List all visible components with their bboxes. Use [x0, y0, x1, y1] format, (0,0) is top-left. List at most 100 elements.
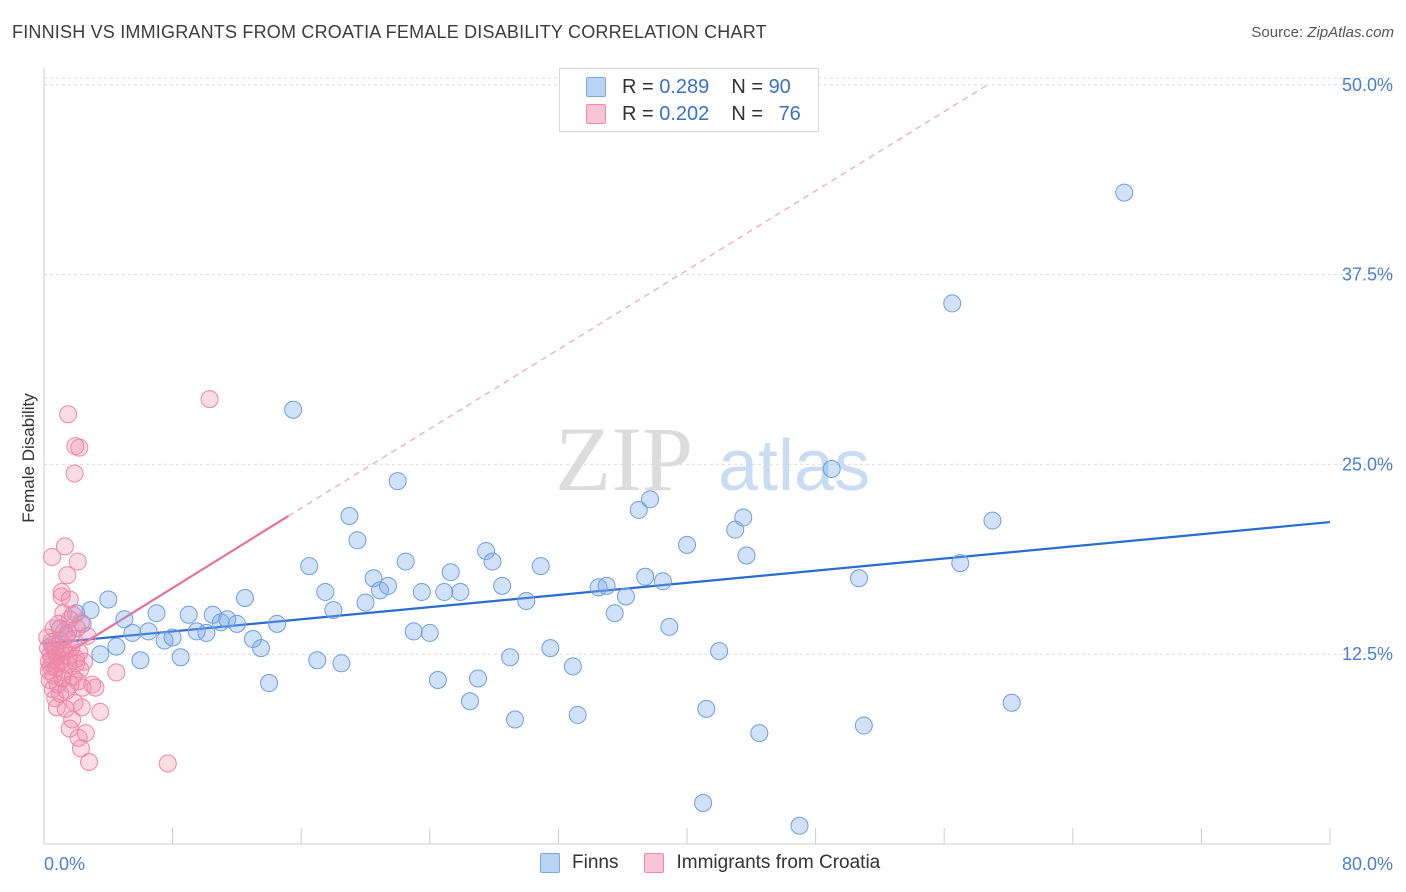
finns-point	[123, 623, 142, 642]
finns-point	[493, 576, 512, 595]
finns-point	[597, 576, 616, 595]
croatia-point	[76, 724, 95, 743]
finns-n-label: N =	[731, 75, 769, 98]
trend-lines	[43, 84, 1331, 669]
gridlines	[44, 77, 1392, 655]
finns-r-value: 0.289	[659, 75, 710, 98]
finns-point	[227, 614, 246, 633]
legend-item-croatia: Immigrants from Croatia	[644, 852, 880, 874]
finns-point	[951, 554, 970, 573]
finns-point	[147, 604, 166, 623]
y-tick-label: 37.5%	[1342, 265, 1393, 285]
finns-point	[568, 705, 587, 724]
croatia-legend-swatch	[644, 853, 665, 873]
finns-n-value: 90	[768, 75, 791, 98]
finns-point	[260, 674, 279, 693]
watermark-atlas: atlas	[718, 426, 870, 506]
finns-point	[300, 557, 319, 576]
croatia-n-value: 76	[778, 102, 801, 125]
legend-row-finns: R = 0.289 N = 90	[586, 74, 791, 100]
finns-point	[428, 671, 447, 690]
finns-point	[340, 507, 359, 526]
finns-point	[629, 500, 648, 519]
finns-point	[308, 651, 327, 670]
finns-point	[348, 531, 367, 550]
croatia-point	[83, 675, 102, 694]
croatia-point	[68, 552, 87, 571]
croatia-point	[78, 626, 97, 645]
croatia-point	[86, 678, 105, 697]
chart-title: FINNISH VS IMMIGRANTS FROM CROATIA FEMAL…	[12, 22, 767, 42]
croatia-point	[59, 405, 78, 424]
axes	[43, 68, 1331, 845]
finns-point	[396, 552, 415, 571]
finns-point	[91, 645, 110, 664]
finns-point	[252, 639, 271, 658]
finns-point	[235, 589, 254, 608]
finns-point	[332, 654, 351, 673]
finns-point	[822, 459, 841, 478]
croatia-point	[67, 654, 86, 673]
finns-point	[660, 617, 679, 636]
finns-point	[451, 582, 470, 601]
finns-point	[388, 472, 407, 491]
finns-trend-line	[43, 520, 1331, 645]
legend-stats: R = 0.289 N = 90 R = 0.202 N = 76	[559, 68, 819, 132]
croatia-point	[60, 590, 79, 609]
croatia-point	[58, 566, 77, 585]
finns-point	[284, 400, 303, 419]
finns-point	[636, 567, 655, 586]
finns-legend-label: Finns	[572, 852, 619, 873]
croatia-point	[43, 548, 62, 567]
finns-point	[678, 535, 696, 554]
finns-point	[163, 628, 182, 647]
finns-point	[131, 651, 150, 670]
x-tick-label: 80.0%	[1342, 854, 1393, 874]
finns-point	[505, 710, 524, 729]
croatia-point	[64, 630, 83, 649]
croatia-swatch	[586, 104, 606, 124]
croatia-trend-line	[43, 515, 289, 669]
finns-point	[605, 604, 624, 623]
finns-point	[324, 601, 343, 620]
croatia-point	[59, 646, 78, 665]
finns-point	[81, 601, 100, 620]
finns-swatch	[586, 77, 606, 97]
croatia-trend-extension	[288, 84, 988, 517]
finns-point	[107, 637, 126, 656]
finns-point	[115, 610, 134, 629]
finns-legend-swatch	[540, 853, 560, 873]
finns-point	[218, 610, 237, 629]
croatia-point	[47, 698, 66, 717]
finns-point	[517, 592, 536, 611]
finns-point	[694, 794, 713, 813]
croatia-point	[158, 754, 177, 773]
finns-point	[1002, 693, 1021, 712]
finns-point	[983, 511, 1002, 530]
x-tick-label: 0.0%	[44, 854, 85, 874]
finns-r-label: R =	[622, 75, 660, 98]
croatia-point	[61, 675, 80, 694]
legend-item-finns: Finns	[540, 852, 618, 874]
finns-point	[1115, 183, 1134, 202]
y-tick-label: 25.0%	[1342, 454, 1393, 474]
finns-point	[501, 648, 520, 667]
finns-point	[641, 490, 660, 509]
x-tick-labels: 0.0% 80.0%	[44, 854, 1393, 874]
watermark-zip: ZIP	[555, 408, 693, 510]
croatia-r-label: R =	[622, 102, 660, 125]
finns-point	[563, 657, 582, 676]
croatia-point	[107, 663, 126, 682]
finns-point	[268, 614, 287, 633]
finns-point	[477, 541, 496, 560]
croatia-point	[70, 438, 89, 457]
finns-point	[616, 587, 635, 606]
finns-point	[379, 576, 398, 595]
legend-series: Finns Immigrants from Croatia	[540, 852, 906, 874]
croatia-point	[200, 390, 219, 409]
source-prefix: Source:	[1251, 24, 1308, 41]
finns-point	[171, 648, 190, 667]
finns-point	[750, 724, 769, 743]
finns-point	[483, 552, 502, 571]
